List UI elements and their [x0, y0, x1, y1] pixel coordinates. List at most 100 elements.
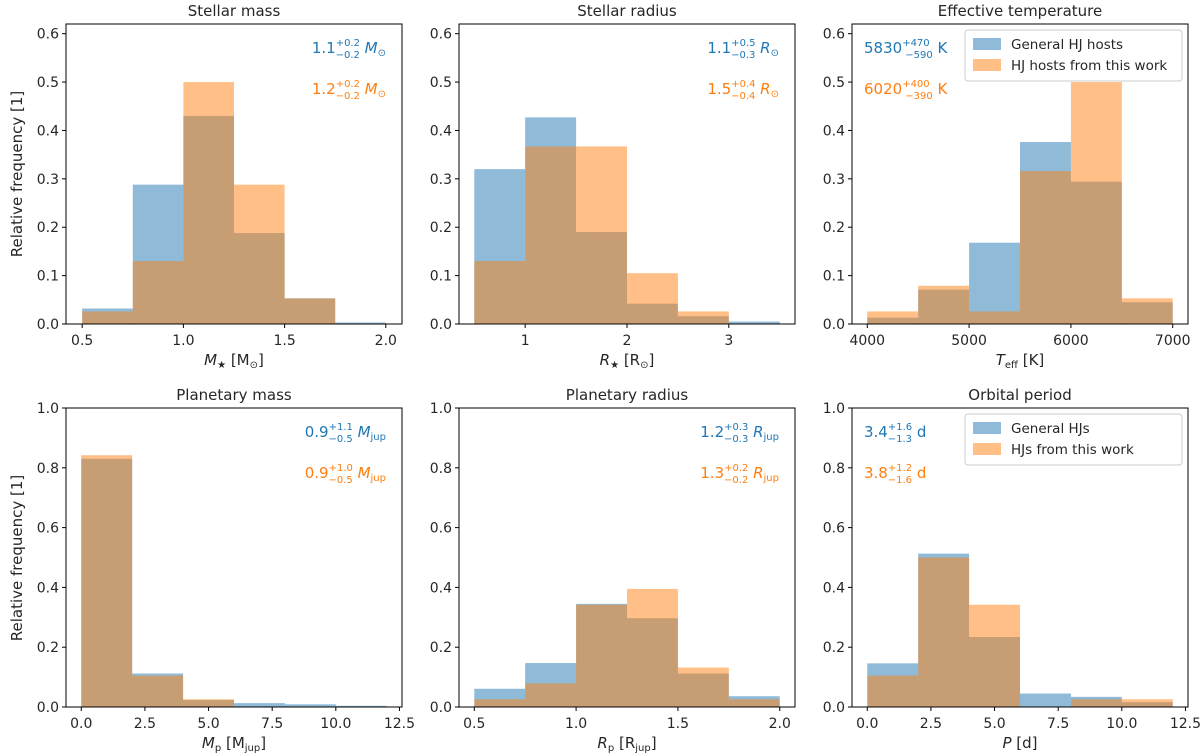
- legend-label: HJs from this work: [1011, 442, 1134, 458]
- median-annotation-2: 0.9+1.0 −0.5 Mjup: [305, 463, 386, 486]
- legend-swatch: [973, 443, 1001, 455]
- axes-frame: [458, 407, 796, 708]
- bar-series2-bin4: [234, 184, 285, 324]
- legend-label: General HJ hosts: [1011, 37, 1123, 53]
- x-tick-label: 1.0: [565, 716, 587, 732]
- bar-series2-bin6: [1121, 298, 1173, 324]
- panel-5: 0.0 0.2 0.4 0.6 0.8 1.0 0.5 1.0 1.5 2.0 Planetary …: [430, 386, 796, 753]
- bar-series2-bin5: [1070, 82, 1122, 324]
- bar-series2-bin5: [677, 667, 729, 707]
- y-tick-label: 0.4: [37, 580, 59, 596]
- bar-series2-bin6: [1121, 699, 1173, 707]
- y-axis-label: Relative frequency [1]: [8, 91, 26, 258]
- bar-series2-bin2: [132, 261, 184, 324]
- x-axis-label: P [d]: [1002, 734, 1037, 752]
- bar-series2-bin2: [525, 146, 577, 324]
- panel-title: Stellar radius: [577, 2, 677, 20]
- y-tick-label: 0.2: [430, 640, 452, 656]
- legend-label: HJ hosts from this work: [1011, 58, 1167, 74]
- legend-swatch: [973, 422, 1001, 434]
- median-annotation-1: 1.1+0.5 −0.3 R⊙: [707, 38, 779, 61]
- y-tick-label: 1.0: [823, 401, 845, 417]
- bar-series1-bin4: [1020, 693, 1071, 707]
- x-tick-label: 3: [724, 333, 733, 349]
- bar-series1-bin4: [234, 703, 285, 707]
- y-tick-label: 0.2: [430, 220, 452, 236]
- x-tick-label: 1: [521, 333, 530, 349]
- bar-series2-bin3: [969, 604, 1020, 707]
- median-annotation-1: 1.1+0.2 −0.2 M⊙: [312, 38, 386, 61]
- y-tick-label: 0.0: [430, 700, 452, 716]
- panel-title: Planetary radius: [566, 386, 689, 404]
- panel-6: 0.0 0.2 0.4 0.6 0.8 1.0 0.0 2.5 5.0 7.5 10.0 12.5 Or…: [823, 386, 1200, 752]
- median-annotation-1: 0.9+1.1 −0.5 Mjup: [305, 422, 386, 445]
- x-axis-label: M★ [M⊙]: [204, 351, 264, 371]
- x-tick-label: 2.0: [375, 333, 397, 349]
- x-tick-label: 0.5: [463, 716, 485, 732]
- panel-title: Orbital period: [968, 386, 1071, 404]
- x-tick-label: 4000: [849, 333, 885, 349]
- median-annotation-2: 1.2+0.2 −0.2 M⊙: [312, 79, 386, 102]
- bar-series2-bin1: [867, 675, 919, 707]
- median-annotation-2: 1.3+0.2 −0.2 Rjup: [700, 463, 779, 486]
- x-tick-label: 0.5: [71, 333, 93, 349]
- x-tick-label: 10.0: [320, 716, 351, 732]
- y-tick-label: 0.5: [430, 75, 452, 91]
- x-tick-label: 0.0: [70, 716, 92, 732]
- legend-swatch: [973, 38, 1001, 50]
- y-tick-label: 0.8: [823, 461, 845, 477]
- y-tick-label: 0.8: [37, 461, 59, 477]
- x-tick-label: 5.0: [983, 716, 1005, 732]
- bar-series2-bin5: [1070, 699, 1122, 707]
- panel-title: Planetary mass: [176, 386, 292, 404]
- x-tick-label: 2.5: [134, 716, 156, 732]
- y-tick-label: 0.6: [430, 521, 452, 537]
- y-tick-label: 0.2: [823, 640, 845, 656]
- panel-4: 0.0 0.2 0.4 0.6 0.8 1.0 0.0 2.5 5.0 7.5 10.0 12.5 Pl…: [37, 386, 415, 753]
- x-tick-label: 2: [623, 333, 632, 349]
- y-tick-label: 0.2: [823, 220, 845, 236]
- bar-series2-bin3: [183, 699, 234, 707]
- y-tick-label: 0.4: [430, 123, 452, 139]
- legend-box: [964, 29, 1183, 82]
- y-tick-label: 0.6: [37, 27, 59, 43]
- bar-series2-bin2: [918, 285, 970, 324]
- y-tick-label: 0.0: [37, 700, 59, 716]
- y-tick-label: 0.3: [37, 172, 59, 188]
- legend-box: [964, 413, 1183, 466]
- y-tick-label: 0.0: [823, 700, 845, 716]
- x-axis-label: R★ [R⊙]: [600, 351, 655, 371]
- x-tick-label: 2.0: [769, 716, 791, 732]
- y-tick-label: 0.6: [37, 521, 59, 537]
- bar-series2-bin1: [474, 699, 526, 707]
- y-tick-label: 0.1: [430, 269, 452, 285]
- median-annotation-2: 6020+400 −390 K: [864, 79, 948, 102]
- y-axis-label: Relative frequency [1]: [8, 475, 26, 642]
- bar-series2-bin4: [627, 273, 678, 324]
- y-tick-label: 1.0: [37, 401, 59, 417]
- y-tick-label: 0.4: [823, 123, 845, 139]
- bar-series2-bin1: [867, 311, 919, 324]
- y-tick-label: 0.0: [37, 317, 59, 333]
- x-tick-label: 1.5: [667, 716, 689, 732]
- panel-title: Effective temperature: [938, 2, 1103, 20]
- x-tick-label: 6000: [1053, 333, 1089, 349]
- x-tick-label: 0.0: [856, 716, 878, 732]
- x-tick-label: 1.0: [172, 333, 194, 349]
- bar-series2-bin3: [969, 311, 1020, 324]
- y-tick-label: 0.2: [37, 220, 59, 236]
- x-axis-label: Rp [Rjup]: [597, 734, 656, 753]
- panel-1: 0.0 0.1 0.2 0.3 0.4 0.5 0.6 0.5 1.0 1.5 2.0 Stellar…: [37, 2, 403, 371]
- axes-frame: [65, 407, 403, 708]
- median-annotation-1: 3.4+1.6 −1.3 d: [864, 422, 926, 445]
- y-tick-label: 0.5: [37, 75, 59, 91]
- axes-frame: [65, 23, 403, 325]
- x-tick-label: 7.5: [261, 716, 283, 732]
- y-tick-label: 0.4: [823, 580, 845, 596]
- legend-label: General HJs: [1011, 421, 1090, 437]
- x-tick-label: 5.0: [197, 716, 219, 732]
- y-tick-label: 0.6: [430, 27, 452, 43]
- y-tick-label: 0.4: [37, 123, 59, 139]
- x-tick-label: 7000: [1155, 333, 1191, 349]
